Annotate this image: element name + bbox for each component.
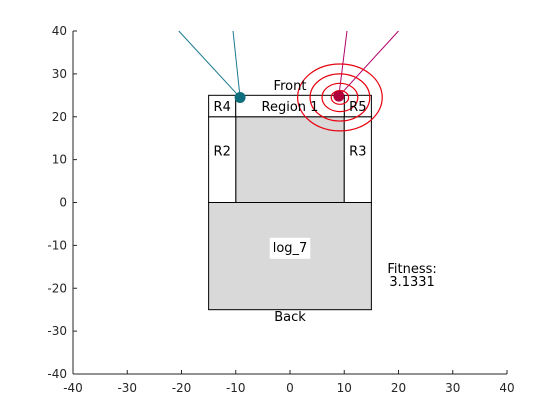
y-tick-label: 0 [59,196,67,210]
r4-label: R4 [214,100,231,115]
point-group [234,90,345,103]
tick-group: -40 -30 -20 -10 0 10 20 30 40 -40 -30 -20 -10 0 10 20 30… [47,24,514,395]
sensor-ray-0 [178,30,241,98]
y-tick-label: 40 [52,24,67,38]
red-sensor-point [333,90,345,102]
y-tick-label: 10 [52,153,67,167]
y-tick-label: -10 [47,238,67,252]
x-tick-label: 10 [337,381,352,395]
back-label: Back [274,310,306,325]
y-tick-label: -40 [47,367,67,381]
signal-ring-1 [321,82,359,113]
fitness-value: 3.1331 [389,275,435,290]
region-r2 [208,116,237,203]
x-tick-label: -20 [172,381,192,395]
x-tick-label: -40 [63,381,83,395]
signal-ring-3 [296,63,383,132]
teal-sensor-point [234,91,246,103]
x-tick-label: 40 [499,381,514,395]
x-tick-label: -10 [226,381,246,395]
region-region1 [235,116,345,203]
sensor-ray-1 [232,30,241,98]
fitness-title: Fitness: [387,262,436,277]
region-r3 [343,116,372,203]
front-label: Front [274,79,307,94]
signal-ring-0 [330,89,350,105]
r3-label: R3 [349,144,366,159]
signal-ring-2 [309,73,371,122]
r5-label: R5 [349,100,366,115]
x-tick-label: 30 [445,381,460,395]
region-group [208,94,372,311]
r2-label: R2 [214,144,231,159]
y-tick-label: 20 [52,110,67,124]
region1-label: Region 1 [262,100,319,115]
sensor-ray-3 [338,30,399,97]
x-tick-label: -30 [117,381,137,395]
y-tick-label: -20 [47,281,67,295]
log-label: log_7 [273,241,308,256]
x-tick-label: 20 [391,381,406,395]
y-tick-label: -30 [47,324,67,338]
y-tick-label: 30 [52,67,67,81]
circle-group [296,63,383,132]
log-label-background [269,237,311,259]
region-front-strip [235,94,345,118]
x-tick-label: 0 [286,381,294,395]
